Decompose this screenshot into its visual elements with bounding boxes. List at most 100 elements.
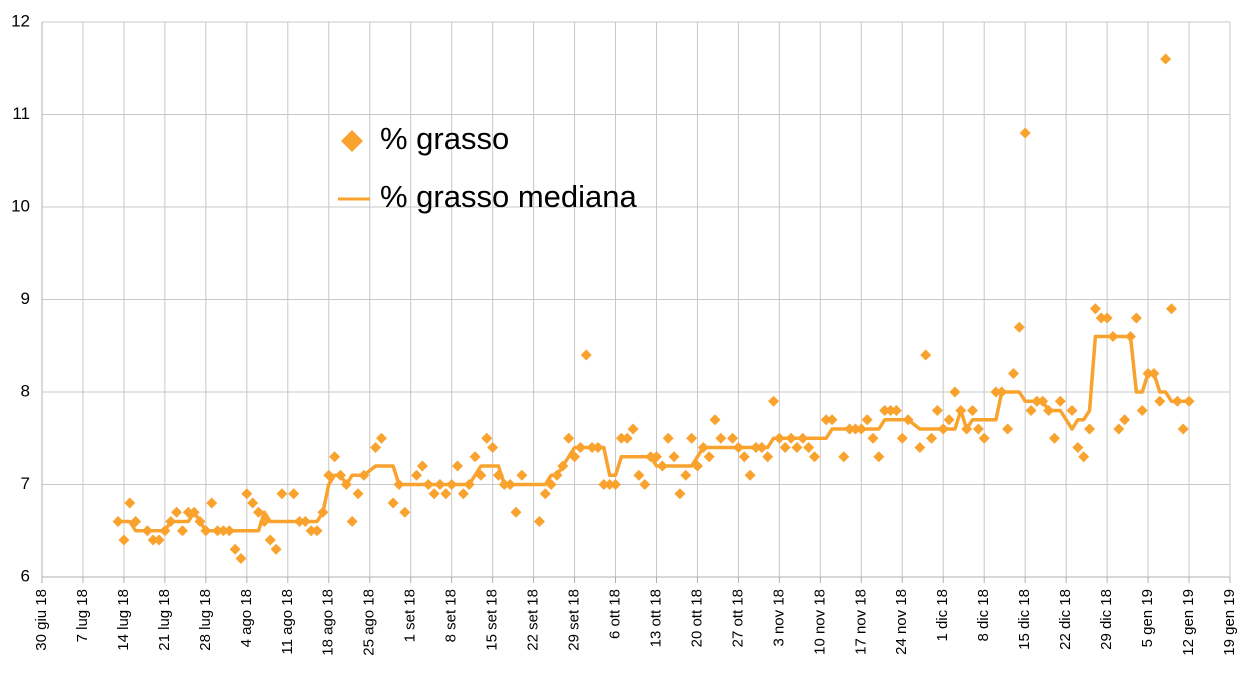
data-point [762, 451, 774, 463]
data-point [229, 543, 241, 555]
data-point [1113, 423, 1125, 435]
data-point [1002, 423, 1014, 435]
x-tick-label: 10 nov 18 [811, 589, 828, 655]
data-point [1013, 321, 1025, 333]
x-tick-label: 8 dic 18 [975, 589, 992, 642]
data-point [621, 432, 633, 444]
data-point [978, 432, 990, 444]
x-tick-label: 5 gen 19 [1139, 589, 1156, 647]
x-tick-label: 15 set 18 [484, 589, 501, 651]
data-point [791, 442, 803, 453]
data-point [885, 405, 897, 416]
data-point [1154, 395, 1166, 407]
data-point [779, 442, 791, 453]
data-point [838, 451, 850, 463]
data-point [662, 432, 674, 444]
data-point [709, 414, 721, 426]
x-tick-label: 19 gen 19 [1221, 589, 1238, 656]
y-tick-label: 10 [11, 196, 30, 215]
data-point [1119, 414, 1131, 426]
data-point [727, 432, 739, 444]
data-point [1054, 395, 1066, 407]
data-point [867, 432, 879, 444]
data-point [411, 469, 423, 481]
data-point [329, 451, 341, 463]
x-tick-label: 3 nov 18 [770, 589, 787, 647]
data-point [674, 488, 686, 500]
x-tick-label: 6 ott 18 [606, 589, 623, 639]
data-point [949, 386, 961, 398]
data-point [967, 405, 979, 416]
x-tick-label: 8 set 18 [443, 589, 460, 642]
data-point [890, 405, 902, 416]
data-point [1130, 312, 1142, 324]
data-point [206, 497, 218, 509]
median-line [118, 334, 1190, 533]
data-point [990, 386, 1002, 398]
data-point [118, 534, 130, 546]
data-point [896, 432, 908, 444]
x-tick-label: 1 set 18 [402, 589, 419, 642]
data-point [481, 432, 493, 444]
data-point [680, 469, 692, 481]
data-point [943, 414, 955, 426]
data-point [171, 506, 183, 518]
data-point [738, 451, 750, 463]
data-point [1136, 405, 1148, 416]
data-point [803, 442, 815, 453]
x-tick-label: 29 set 18 [566, 589, 583, 651]
data-point [124, 497, 136, 509]
data-point [1025, 405, 1037, 416]
data-point [615, 432, 627, 444]
data-point [879, 405, 891, 416]
data-point [598, 479, 610, 490]
x-tick-label: 11 ago 18 [279, 589, 296, 655]
data-point [744, 469, 756, 481]
data-point [399, 506, 411, 518]
y-tick-label: 11 [12, 104, 30, 123]
data-point [768, 395, 780, 407]
legend-label: % grasso mediana [380, 179, 638, 214]
data-point [1095, 312, 1107, 324]
legend-label: % grasso [380, 121, 509, 156]
x-tick-label: 12 gen 19 [1180, 589, 1197, 656]
x-tick-label: 7 lug 18 [74, 589, 91, 642]
x-tick-label: 20 ott 18 [688, 589, 705, 647]
data-point [1007, 368, 1019, 379]
data-point [703, 451, 715, 463]
data-point [235, 553, 247, 564]
data-point [715, 432, 727, 444]
x-tick-label: 28 lug 18 [197, 589, 214, 651]
data-point [926, 432, 938, 444]
x-tick-label: 22 set 18 [525, 589, 542, 651]
data-point [826, 414, 838, 426]
data-point [639, 479, 651, 490]
y-tick-label: 8 [21, 381, 30, 400]
data-point [1078, 451, 1090, 463]
data-point [563, 432, 575, 444]
data-point [375, 432, 387, 444]
data-point [914, 442, 926, 453]
data-point [610, 479, 622, 490]
data-point [147, 534, 159, 546]
data-point [311, 525, 323, 537]
data-point [1072, 442, 1084, 453]
data-point [288, 488, 300, 500]
data-point [153, 534, 165, 546]
x-tick-label: 18 ago 18 [320, 589, 337, 656]
x-tick-label: 29 dic 18 [1098, 589, 1115, 650]
x-tick-label: 1 dic 18 [934, 589, 951, 642]
data-point [604, 479, 616, 490]
data-point [305, 525, 317, 537]
data-point [920, 349, 932, 361]
data-point [387, 497, 399, 509]
data-point [516, 469, 528, 481]
data-point [1048, 432, 1060, 444]
data-point [276, 488, 288, 500]
x-tick-label: 30 giu 18 [33, 589, 50, 651]
data-point [510, 506, 522, 518]
x-tick-label: 13 ott 18 [647, 589, 664, 647]
data-point [1066, 405, 1078, 416]
legend-marker [341, 130, 363, 152]
data-point [972, 423, 984, 435]
